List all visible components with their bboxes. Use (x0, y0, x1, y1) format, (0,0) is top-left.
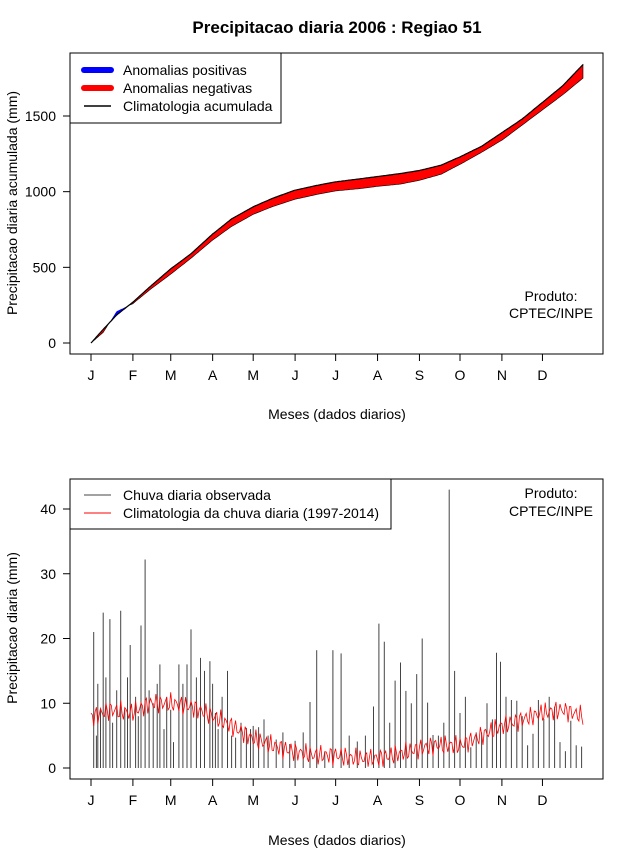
bottom-x-tick-label: F (129, 792, 138, 808)
legend-label-negative: Anomalias negativas (123, 80, 252, 96)
top-x-tick-label: A (208, 367, 218, 383)
climatology-daily-line (90, 692, 584, 767)
bottom-x-tick-label: D (537, 792, 547, 808)
bottom-x-tick-label: J (88, 792, 95, 808)
top-chart: 0 500 1000 1500 J F M A M J J A S O N D Meses (dados di… (4, 52, 604, 422)
top-x-tick-label: S (415, 367, 424, 383)
top-credit-line-2: CPTEC/INPE (509, 305, 593, 321)
top-x-tick-label: J (88, 367, 95, 383)
bottom-legend: Chuva diaria observada Climatologia da c… (69, 478, 392, 530)
top-legend: Anomalias positivas Anomalias negativas … (69, 52, 282, 124)
bottom-x-tick-label: M (165, 792, 177, 808)
bottom-credit-line-1: Produto: (525, 485, 578, 501)
bottom-axes: 0 10 20 30 40 J F M A M J J A S O N D (40, 501, 547, 808)
top-x-tick-label: J (332, 367, 339, 383)
top-y-tick-label: 500 (33, 259, 57, 275)
top-x-axis-label: Meses (dados diarios) (268, 406, 406, 422)
bottom-x-tick-label: A (373, 792, 383, 808)
bottom-x-tick-label: M (247, 792, 259, 808)
top-x-tick-label: J (292, 367, 299, 383)
bottom-y-tick-label: 10 (40, 695, 56, 711)
top-x-tick-label: M (165, 367, 177, 383)
legend-label-positive: Anomalias positivas (123, 62, 247, 78)
bottom-y-tick-label: 20 (40, 631, 56, 647)
bottom-x-tick-label: J (292, 792, 299, 808)
bottom-chart: 0 10 20 30 40 J F M A M J J A S O N D Meses (dados diari… (4, 478, 604, 848)
bottom-x-tick-label: O (455, 792, 466, 808)
bottom-x-axis-label: Meses (dados diarios) (268, 832, 406, 848)
top-x-tick-label: A (373, 367, 383, 383)
top-x-tick-label: N (497, 367, 507, 383)
bottom-y-tick-label: 40 (40, 501, 56, 517)
bottom-x-tick-label: J (332, 792, 339, 808)
legend-label-observed: Chuva diaria observada (123, 487, 271, 503)
legend-label-climatology: Climatologia acumulada (123, 98, 273, 114)
legend-label-clim-daily: Climatologia da chuva diaria (1997-2014) (123, 505, 379, 521)
top-x-tick-label: D (537, 367, 547, 383)
bottom-x-tick-label: S (415, 792, 424, 808)
top-y-axis-label: Precipitacao diaria acumulada (mm) (4, 91, 20, 315)
bottom-legend-box (69, 478, 392, 530)
bottom-x-tick-label: A (208, 792, 218, 808)
bottom-y-tick-label: 30 (40, 566, 56, 582)
climatology-cumulative-line (90, 64, 584, 344)
bottom-y-tick-label: 0 (48, 760, 56, 776)
bottom-series-group (90, 489, 584, 768)
chart-title: Precipitacao diaria 2006 : Regiao 51 (192, 18, 481, 37)
top-x-tick-label: O (455, 367, 466, 383)
top-axes: 0 500 1000 1500 J F M A M J J A S O N D (25, 108, 548, 383)
top-x-tick-label: F (129, 367, 138, 383)
top-credit-line-1: Produto: (525, 288, 578, 304)
top-y-tick-label: 1000 (25, 184, 56, 200)
top-series-group (90, 63, 584, 344)
bottom-x-tick-label: N (497, 792, 507, 808)
bottom-credit-line-2: CPTEC/INPE (509, 503, 593, 519)
bottom-y-axis-label: Precipitacao diaria (mm) (4, 552, 20, 704)
top-y-tick-label: 0 (48, 335, 56, 351)
top-y-tick-label: 1500 (25, 108, 56, 124)
top-x-tick-label: M (247, 367, 259, 383)
